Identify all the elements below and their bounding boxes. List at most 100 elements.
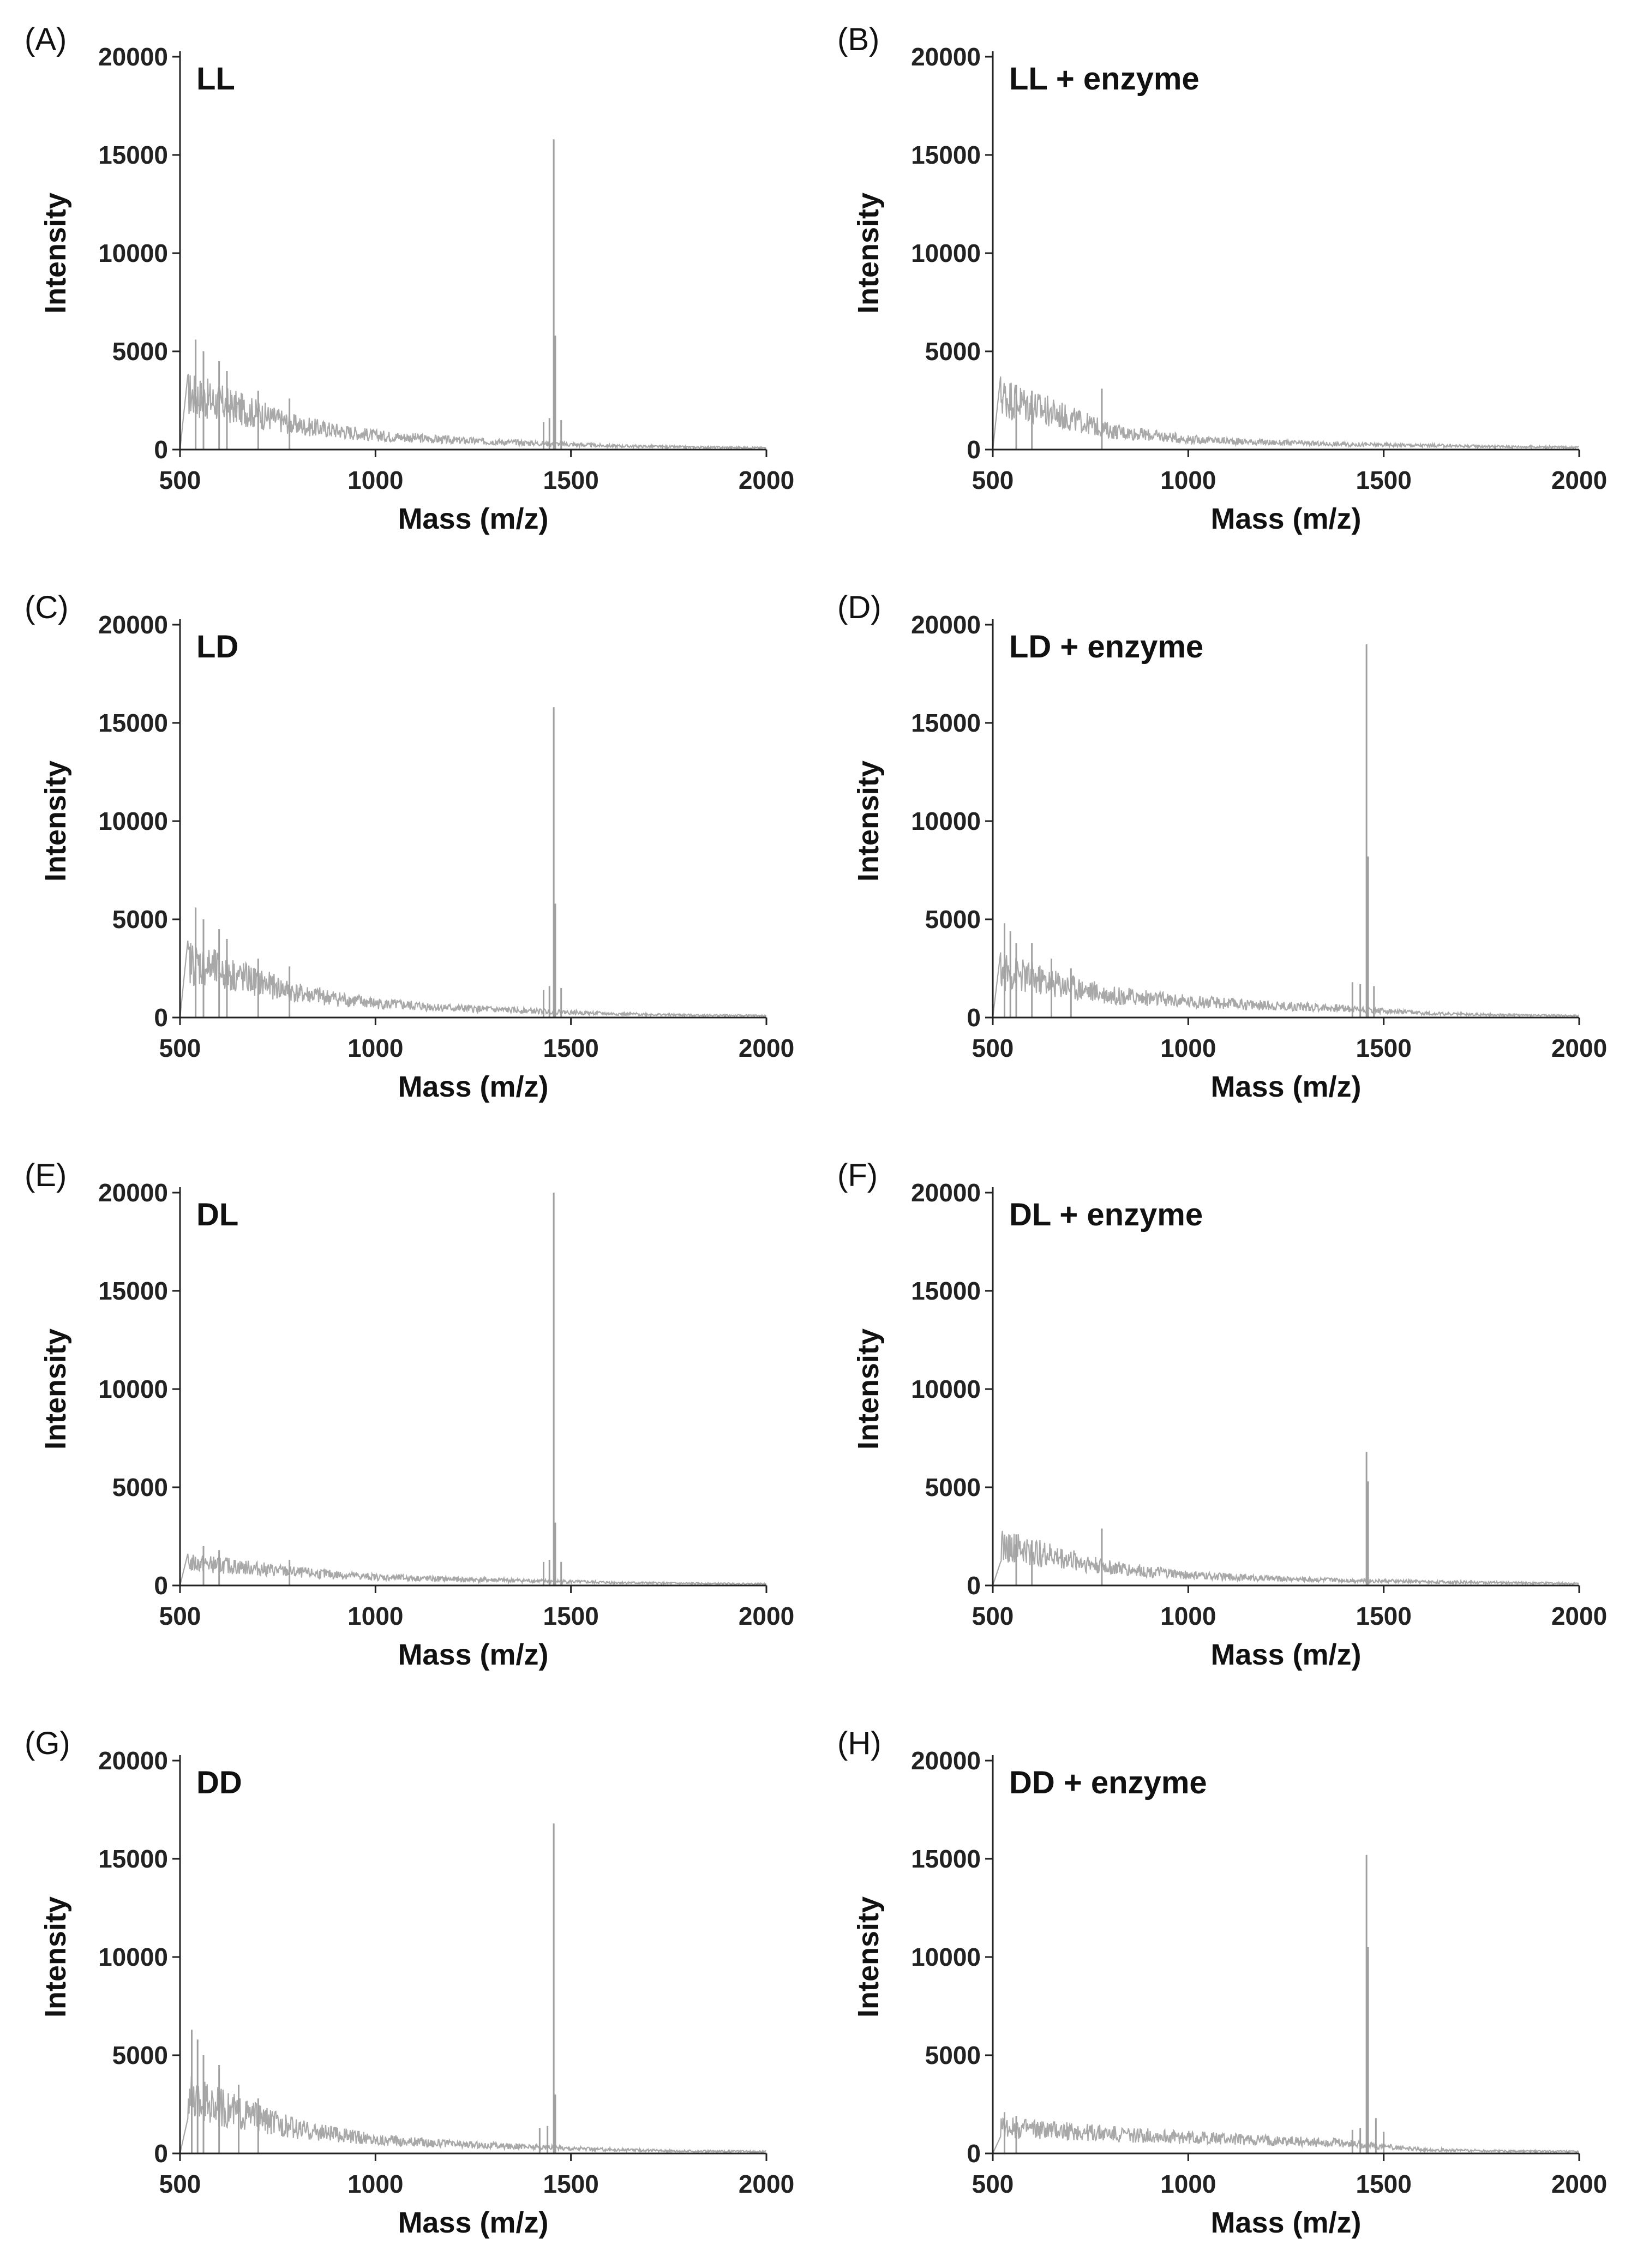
panel-g-ylabel: Intensity <box>39 1896 72 2018</box>
panel-b-ytick-5000: 5000 <box>925 337 981 366</box>
panel-e-spectrum-line <box>179 1553 767 1586</box>
panel-d-ytick-10000: 10000 <box>911 807 981 835</box>
panel-e-xtick-1000: 1000 <box>347 1602 403 1630</box>
panel-b-ylabel: Intensity <box>852 193 885 314</box>
panel-a-ylabel: Intensity <box>39 193 72 314</box>
panel-g-ytick-5000: 5000 <box>112 2041 168 2069</box>
panel-h-spectrum-line <box>992 2117 1579 2154</box>
panel-b-ytick-15000: 15000 <box>911 141 981 169</box>
panel-e-xtick-1500: 1500 <box>543 1602 598 1630</box>
panel-d-spectrum-line <box>992 952 1579 1018</box>
panel-e-label: (E) <box>25 1158 67 1193</box>
panel-e-title: DL <box>196 1197 238 1232</box>
panel-c-xtick-1500: 1500 <box>543 1034 598 1062</box>
panel-c-xtick-500: 500 <box>159 1034 201 1062</box>
panel-d-title: LD + enzyme <box>1009 629 1203 665</box>
panel-e-ytick-20000: 20000 <box>98 1178 168 1207</box>
panel-h-ytick-5000: 5000 <box>925 2041 981 2069</box>
panel-e-ytick-0: 0 <box>154 1571 168 1600</box>
panel-h-title: DD + enzyme <box>1009 1765 1207 1800</box>
panel-f-ylabel: Intensity <box>852 1329 885 1450</box>
panel-f-ytick-10000: 10000 <box>911 1375 981 1403</box>
panel-g-title: DD <box>196 1765 242 1800</box>
panel-d-xtick-500: 500 <box>972 1034 1014 1062</box>
panel-d-ytick-0: 0 <box>967 1003 981 1032</box>
panel-h-xtick-1000: 1000 <box>1160 2170 1216 2198</box>
panel-c-title: LD <box>196 629 238 665</box>
panel-f-xlabel: Mass (m/z) <box>1210 1638 1361 1671</box>
panel-f-xtick-1000: 1000 <box>1160 1602 1216 1630</box>
panel-a-xtick-500: 500 <box>159 466 201 494</box>
panel-f-xtick-1500: 1500 <box>1356 1602 1411 1630</box>
panel-d-ytick-5000: 5000 <box>925 905 981 933</box>
panel-g-label: (G) <box>25 1726 70 1761</box>
panel-d-xtick-2000: 2000 <box>1551 1034 1607 1062</box>
panel-h-xlabel: Mass (m/z) <box>1210 2206 1361 2239</box>
panel-b-ytick-20000: 20000 <box>911 43 981 71</box>
panel-b-spectrum-line <box>992 376 1579 450</box>
panel-b-title: LL + enzyme <box>1009 61 1200 97</box>
panel-f-spectrum-line <box>992 1530 1579 1586</box>
panel-f-xtick-500: 500 <box>972 1602 1014 1630</box>
panel-h-ylabel: Intensity <box>852 1896 885 2018</box>
panel-f-ytick-5000: 5000 <box>925 1473 981 1501</box>
panel-a-xlabel: Mass (m/z) <box>398 502 548 535</box>
panel-g-xtick-2000: 2000 <box>739 2170 794 2198</box>
panel-d-ytick-20000: 20000 <box>911 611 981 639</box>
panel-b-label: (B) <box>837 22 879 57</box>
panel-g-xtick-1000: 1000 <box>347 2170 403 2198</box>
panel-g-spectrum-line <box>179 2075 767 2154</box>
panel-h-xtick-1500: 1500 <box>1356 2170 1411 2198</box>
panel-g-ytick-0: 0 <box>154 2139 168 2168</box>
panel-b-ytick-10000: 10000 <box>911 239 981 267</box>
panel-c-ytick-10000: 10000 <box>98 807 168 835</box>
panel-g-ytick-15000: 15000 <box>98 1845 168 1873</box>
panel-e-xtick-2000: 2000 <box>739 1602 794 1630</box>
panel-c-ytick-15000: 15000 <box>98 709 168 737</box>
panel-c-label: (C) <box>25 590 69 625</box>
panel-a-ytick-0: 0 <box>154 435 168 464</box>
panel-c-xtick-1000: 1000 <box>347 1034 403 1062</box>
panel-c-ylabel: Intensity <box>39 761 72 882</box>
panel-d-xlabel: Mass (m/z) <box>1210 1070 1361 1103</box>
panel-d-xtick-1000: 1000 <box>1160 1034 1216 1062</box>
panel-h-xtick-2000: 2000 <box>1551 2170 1607 2198</box>
panel-a-label: (A) <box>25 22 67 57</box>
panel-e-xtick-500: 500 <box>159 1602 201 1630</box>
panel-h-ytick-15000: 15000 <box>911 1845 981 1873</box>
panel-h-ytick-20000: 20000 <box>911 1746 981 1775</box>
panel-a-ytick-10000: 10000 <box>98 239 168 267</box>
panel-c-ytick-5000: 5000 <box>112 905 168 933</box>
panel-b-xtick-500: 500 <box>972 466 1014 494</box>
panel-h-ytick-10000: 10000 <box>911 1943 981 1971</box>
panel-c-xlabel: Mass (m/z) <box>398 1070 548 1103</box>
panel-a-xtick-1500: 1500 <box>543 466 598 494</box>
panel-a-xtick-2000: 2000 <box>739 466 794 494</box>
panel-d-ylabel: Intensity <box>852 761 885 882</box>
panel-f-ytick-15000: 15000 <box>911 1277 981 1305</box>
panel-a-ytick-5000: 5000 <box>112 337 168 366</box>
panel-a-ytick-20000: 20000 <box>98 43 168 71</box>
panel-a-xtick-1000: 1000 <box>347 466 403 494</box>
panel-e-ytick-10000: 10000 <box>98 1375 168 1403</box>
panel-d-label: (D) <box>837 590 882 625</box>
panel-b-xtick-1000: 1000 <box>1160 466 1216 494</box>
panel-f-ytick-20000: 20000 <box>911 1178 981 1207</box>
panel-c-xtick-2000: 2000 <box>739 1034 794 1062</box>
panel-g-xtick-1500: 1500 <box>543 2170 598 2198</box>
panel-g-ytick-20000: 20000 <box>98 1746 168 1775</box>
panel-h-ytick-0: 0 <box>967 2139 981 2168</box>
panel-a-title: LL <box>196 61 235 97</box>
panel-b-xlabel: Mass (m/z) <box>1210 502 1361 535</box>
panel-g-xlabel: Mass (m/z) <box>398 2206 548 2239</box>
panel-c-ytick-20000: 20000 <box>98 611 168 639</box>
panel-h-label: (H) <box>837 1726 882 1761</box>
panel-c-spectrum-line <box>179 940 767 1018</box>
panel-h-xtick-500: 500 <box>972 2170 1014 2198</box>
